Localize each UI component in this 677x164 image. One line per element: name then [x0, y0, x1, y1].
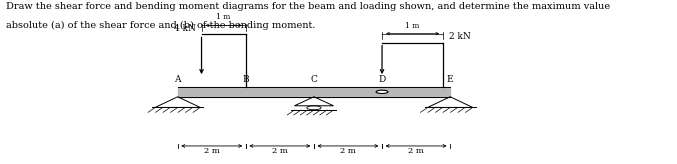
Text: 1 m: 1 m: [217, 13, 231, 21]
Text: A: A: [175, 75, 181, 84]
Text: 2 m: 2 m: [340, 147, 356, 155]
Text: E: E: [447, 75, 454, 84]
Text: D: D: [378, 75, 386, 84]
Text: Draw the shear force and bending moment diagrams for the beam and loading shown,: Draw the shear force and bending moment …: [6, 2, 610, 11]
Text: 2 m: 2 m: [272, 147, 288, 155]
Bar: [177, 87, 450, 97]
Text: C: C: [311, 75, 318, 84]
Text: 2 m: 2 m: [204, 147, 219, 155]
Text: absolute (a) of the shear force and (b) of the bending moment.: absolute (a) of the shear force and (b) …: [6, 21, 315, 31]
Circle shape: [376, 90, 388, 93]
Text: 4 kN: 4 kN: [174, 24, 196, 33]
Text: B: B: [242, 75, 249, 84]
Text: 1 m: 1 m: [406, 21, 420, 30]
Text: 2 m: 2 m: [408, 147, 424, 155]
Text: 2 kN: 2 kN: [450, 32, 471, 41]
